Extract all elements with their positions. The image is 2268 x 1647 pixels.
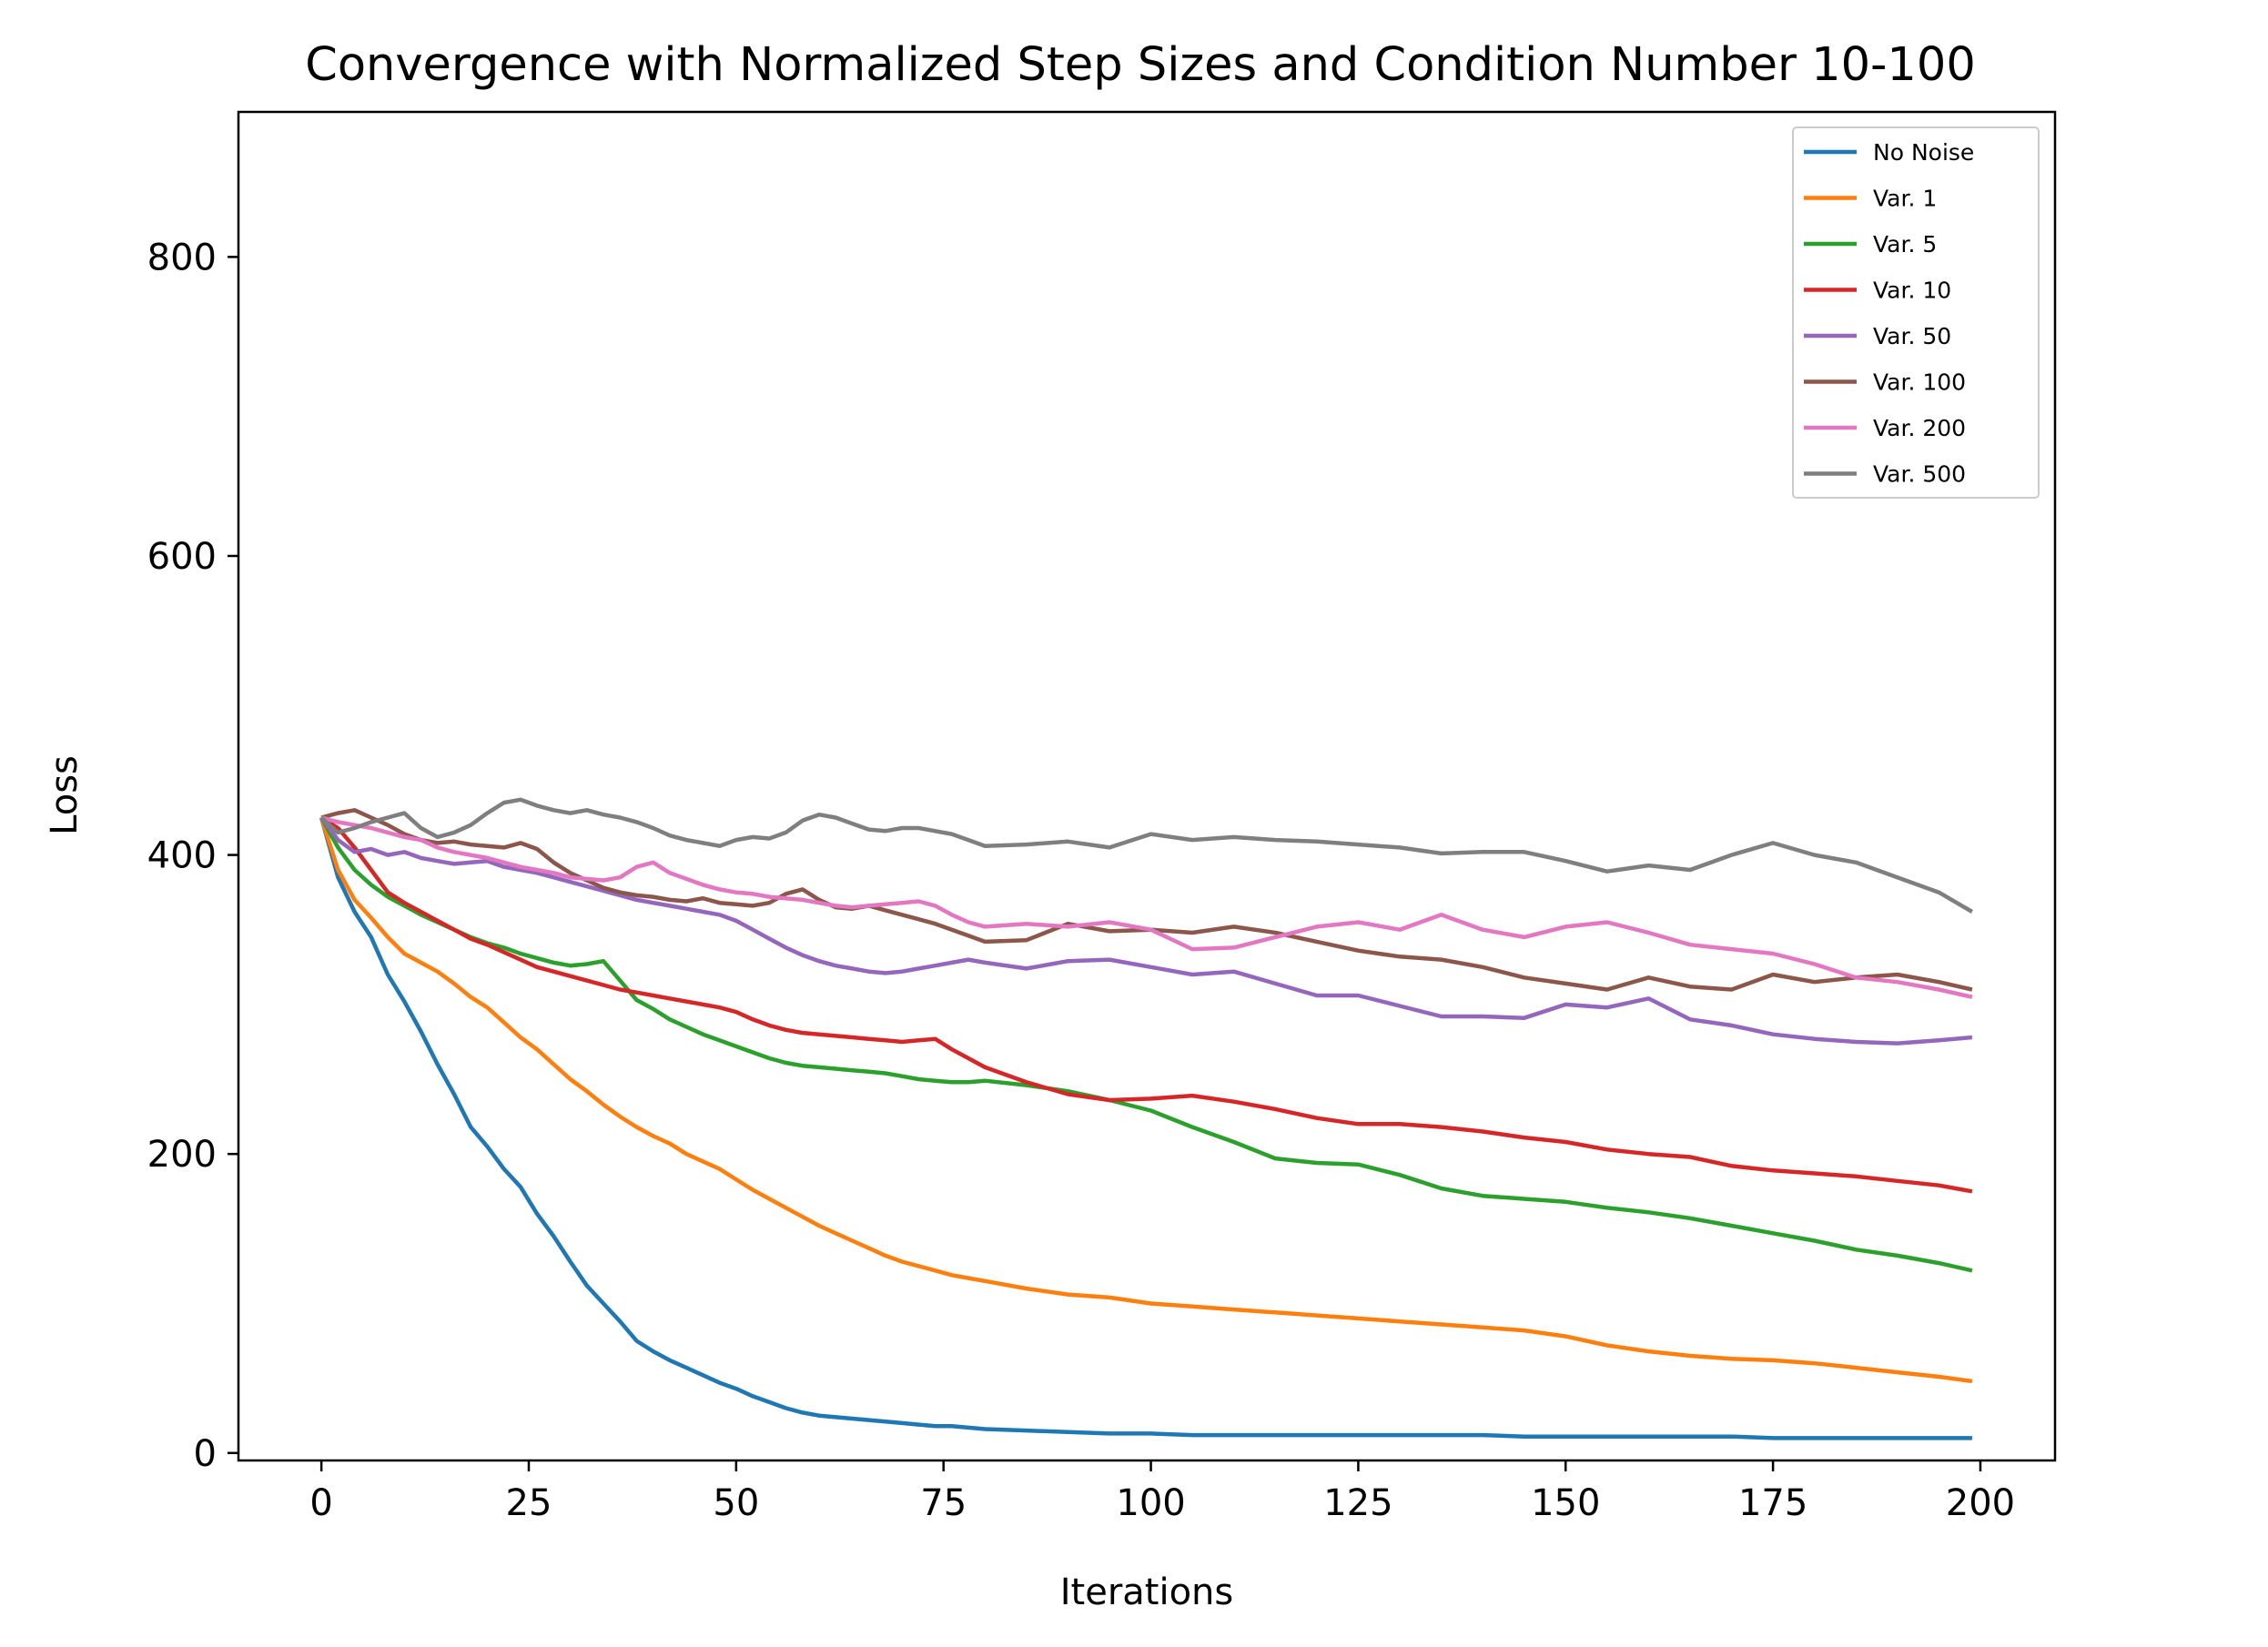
series-lines <box>319 797 1974 1440</box>
series-line-1 <box>319 816 1973 1384</box>
legend-label: Var. 10 <box>1873 278 1951 304</box>
x-tick-label: 150 <box>1531 1482 1600 1524</box>
legend-label: Var. 500 <box>1873 461 1966 488</box>
x-axis-label: Iterations <box>1060 1571 1234 1613</box>
y-axis: 0 200 400 600 800 <box>147 237 238 1475</box>
legend-label: Var. 200 <box>1873 415 1966 441</box>
legend-label: Var. 1 <box>1873 186 1937 212</box>
x-tick-label: 100 <box>1116 1482 1185 1524</box>
legend-frame <box>1792 126 2040 499</box>
legend-label: Var. 100 <box>1873 369 1966 396</box>
y-tick-label: 0 <box>194 1433 217 1475</box>
series-line-6 <box>320 815 1973 999</box>
y-tick-label: 800 <box>147 237 217 278</box>
chart-title: Convergence with Normalized Step Sizes a… <box>305 38 1976 92</box>
x-tick-label: 125 <box>1323 1482 1392 1524</box>
y-axis-label: Loss <box>44 755 86 835</box>
legend-label: Var. 50 <box>1873 323 1951 349</box>
plot-frame <box>237 110 2057 1462</box>
y-tick-label: 400 <box>147 835 217 877</box>
series-line-4 <box>319 816 1973 1046</box>
series-line-3 <box>319 815 1973 1194</box>
series-line-0 <box>319 816 1972 1440</box>
legend-label: No Noise <box>1873 139 1974 166</box>
x-tick-label: 50 <box>713 1482 759 1524</box>
x-axis: 0 25 50 75 100 125 150 175 200 <box>309 1460 2015 1524</box>
x-tick-label: 75 <box>920 1482 967 1524</box>
legend: No Noise Var. 1 Var. 5 Var. 10 Var. 50 Var. 1… <box>1792 126 2040 499</box>
series-line-7 <box>319 797 1974 914</box>
y-tick-label: 200 <box>147 1134 217 1176</box>
x-tick-label: 0 <box>309 1482 332 1524</box>
y-tick-label: 600 <box>147 536 217 578</box>
x-tick-label: 25 <box>506 1482 552 1524</box>
series-line-2 <box>319 816 1973 1273</box>
plot-area <box>238 112 2055 1460</box>
x-tick-label: 175 <box>1738 1482 1807 1524</box>
legend-label: Var. 5 <box>1873 231 1937 258</box>
x-tick-label: 200 <box>1946 1482 2015 1524</box>
